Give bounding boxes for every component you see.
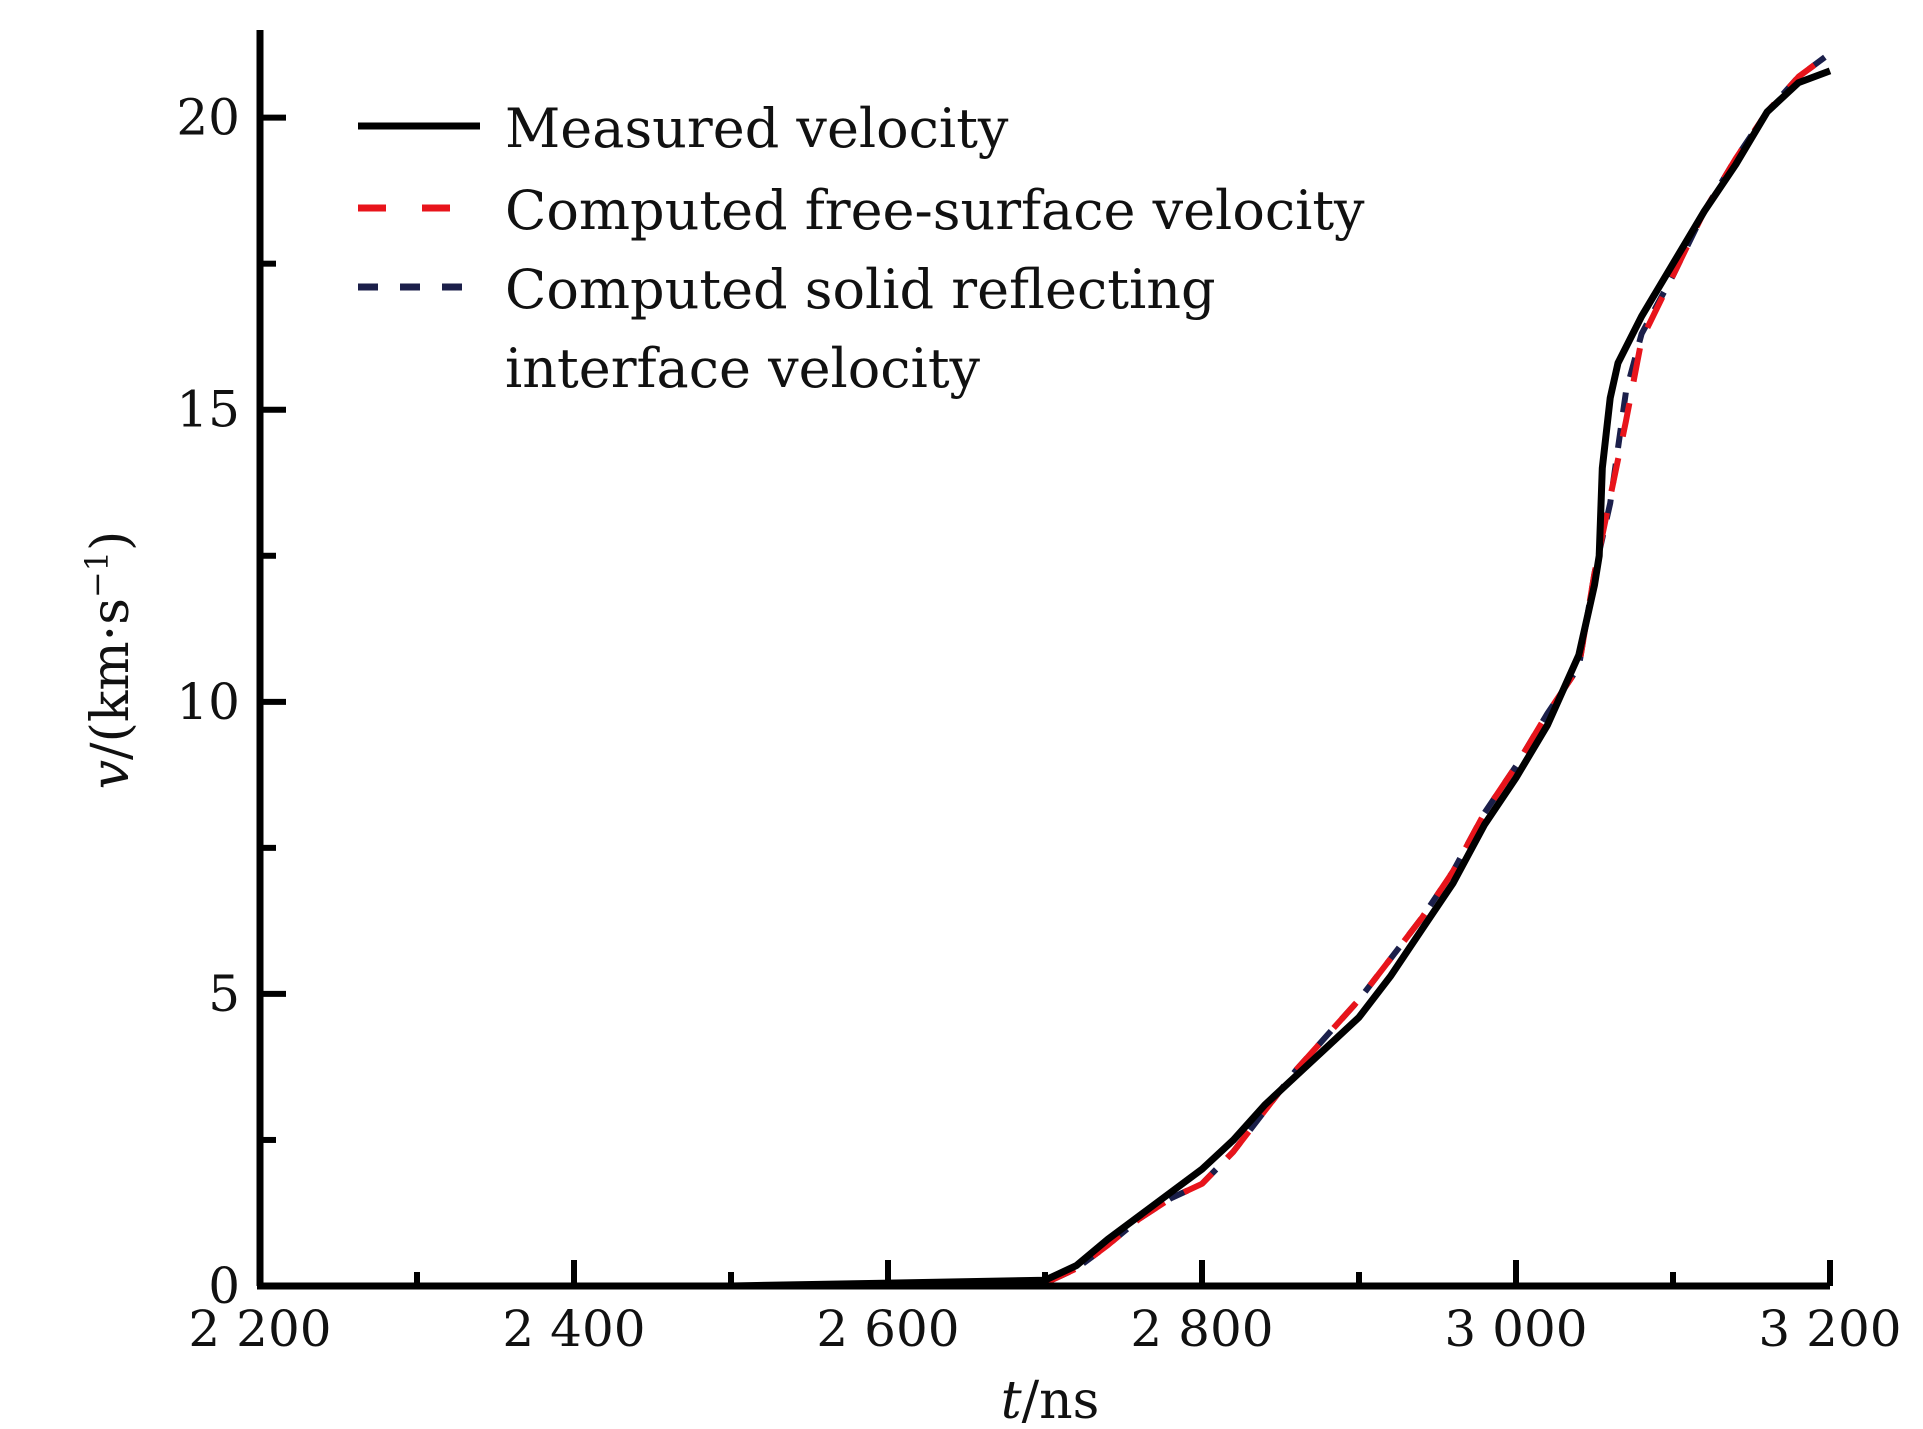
series-layer — [260, 50, 1832, 1290]
y-tick-label-10: 10 — [176, 673, 240, 731]
x-tick-label-2600: 2 600 — [816, 1300, 959, 1358]
y-tick-label-5: 5 — [208, 965, 240, 1023]
series-line-computed-free-surface-velocity — [260, 50, 1832, 1289]
legend-label-solid-reflecting-cont: interface velocity — [505, 337, 981, 400]
x-tick-label-3200: 3 200 — [1758, 1300, 1901, 1358]
x-axis-label: t/ns — [1001, 1371, 1100, 1429]
x-axis-label-unit: /ns — [1022, 1371, 1100, 1429]
series-line-measured-velocity — [260, 67, 1832, 1290]
x-tick-label-2200: 2 200 — [188, 1300, 331, 1358]
y-tick-label-20: 20 — [176, 89, 240, 147]
y-axis-label-unit: /(km·s — [81, 598, 141, 760]
x-tick-label-3000: 3 000 — [1444, 1300, 1587, 1358]
x-tick-label-2400: 2 400 — [502, 1300, 645, 1358]
y-tick-label-15: 15 — [176, 381, 240, 439]
legend-label-measured: Measured velocity — [505, 97, 1009, 160]
legend-label-free-surface: Computed free-surface velocity — [505, 179, 1365, 242]
ticks-layer: 2 200 2 400 2 600 2 800 3 000 3 200 0 5 10 15 20 — [176, 89, 1901, 1358]
y-axis-label-close: ) — [81, 531, 141, 551]
legend-label-solid-reflecting: Computed solid reflecting — [505, 258, 1216, 321]
y-axis-label-sup: −1 — [78, 551, 116, 598]
x-tick-label-2800: 2 800 — [1130, 1300, 1273, 1358]
y-tick-label-0: 0 — [208, 1257, 240, 1315]
x-axis-label-var: t — [1001, 1371, 1022, 1429]
y-axis-label-var: v — [81, 760, 141, 789]
y-axis-label: v/(km·s−1) — [78, 531, 141, 790]
legend: Measured velocity Computed free-surface … — [358, 97, 1365, 400]
